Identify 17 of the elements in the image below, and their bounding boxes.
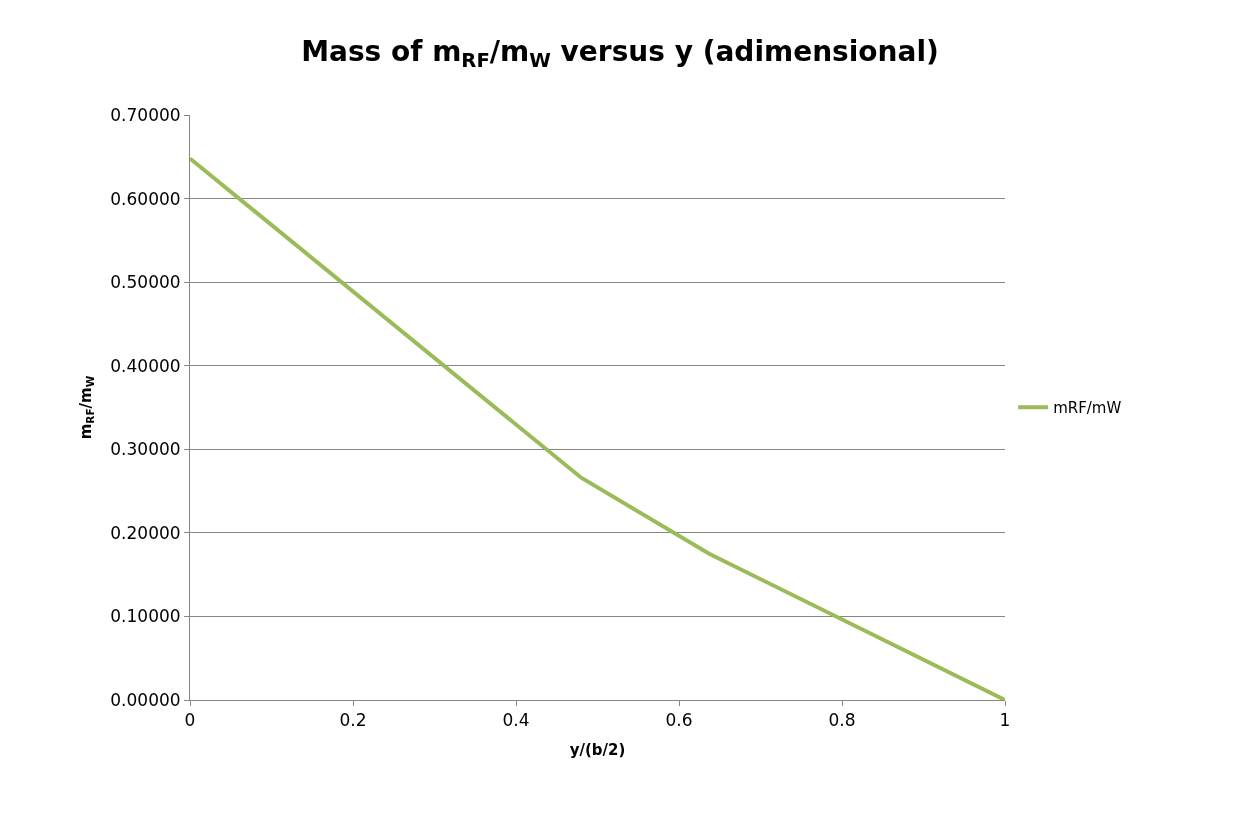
x-tick-label: 0.2 xyxy=(339,710,367,731)
chart-title: Mass of m$_{RF}$/m$_{W}$ versus y (adimensional) xyxy=(301,34,939,72)
y-tick-label: 0.70000 xyxy=(110,104,181,125)
y-tick-label: 0.00000 xyxy=(110,689,181,710)
y-tick-label: 0.40000 xyxy=(110,355,181,376)
y-tick-label: 0.60000 xyxy=(110,188,181,209)
y-tick-label: 0.50000 xyxy=(110,272,181,293)
x-tick-label: 0.4 xyxy=(502,710,530,731)
x-tick-label: 0 xyxy=(184,710,196,731)
x-tick-label: 0.8 xyxy=(828,710,856,731)
x-tick-label: 0.6 xyxy=(665,710,693,731)
y-tick-label: 0.20000 xyxy=(110,522,181,543)
legend-label: mRF/mW xyxy=(1053,399,1122,418)
x-tick-label: 1 xyxy=(999,710,1011,731)
y-tick-label: 0.30000 xyxy=(110,439,181,460)
x-axis-title: y/(b/2) xyxy=(569,741,626,760)
y-tick-label: 0.10000 xyxy=(110,606,181,627)
